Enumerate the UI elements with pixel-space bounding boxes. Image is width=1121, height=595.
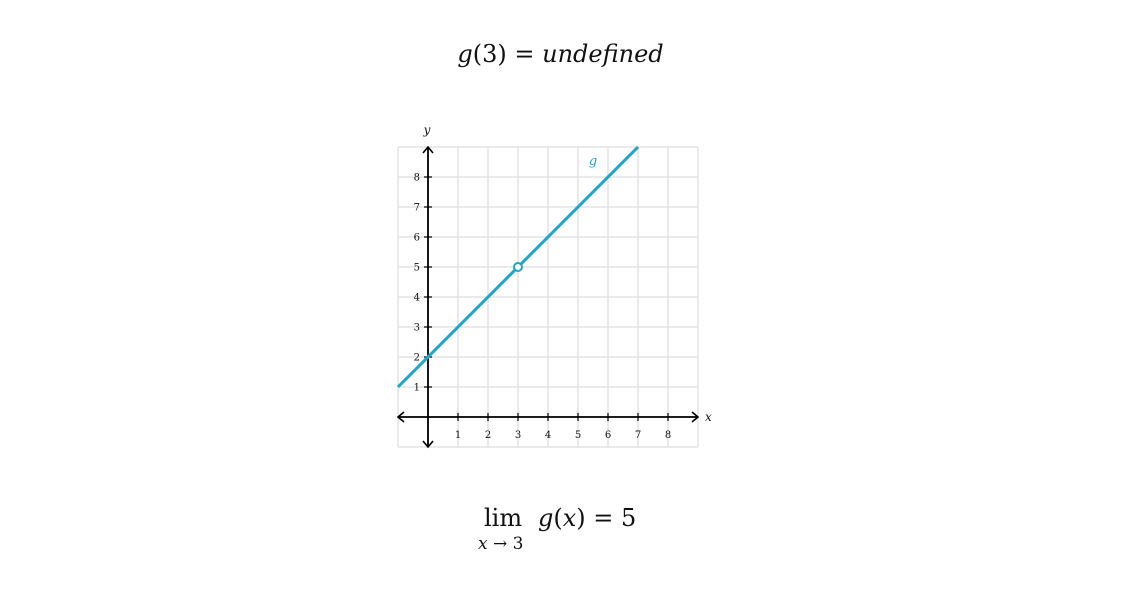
eq-bottom-value: 5: [621, 504, 637, 532]
x-tick-label: 7: [635, 430, 641, 441]
x-tick-label: 2: [485, 430, 491, 441]
eq-lim-subscript: x → 3: [478, 534, 523, 554]
eq-top-equals: =: [514, 40, 535, 68]
axes: xy: [396, 123, 712, 449]
y-tick-label: 2: [414, 353, 420, 364]
x-tick-label: 3: [515, 430, 521, 441]
eq-top-arg: 3: [482, 40, 498, 68]
x-tick-label: 6: [605, 430, 611, 441]
y-tick-label: 6: [414, 233, 420, 244]
x-tick-label: 1: [455, 430, 461, 441]
eq-top-value: undefined: [542, 40, 664, 68]
eq-lim: lim: [484, 504, 523, 532]
y-tick-label: 3: [414, 323, 420, 334]
grid: [397, 146, 699, 448]
series-label-g: g: [589, 154, 597, 169]
y-axis-arrow-up: [422, 145, 434, 154]
open-point: [513, 262, 523, 272]
y-axis-arrow-down: [422, 440, 434, 449]
x-tick-label: 5: [575, 430, 581, 441]
x-tick-label: 4: [545, 430, 551, 441]
y-tick-label: 4: [414, 293, 420, 304]
x-axis-label: x: [705, 410, 712, 424]
y-tick-label: 7: [414, 203, 420, 214]
y-tick-label: 8: [414, 173, 420, 184]
series: g: [396, 145, 640, 389]
y-axis-label: y: [423, 123, 431, 137]
x-tick-label: 8: [665, 430, 671, 441]
equation-function-value: g(3) = undefined: [457, 40, 664, 68]
x-axis-arrow-left: [396, 411, 405, 423]
eq-lim-expression: g(x) = 5: [538, 504, 637, 532]
x-axis-arrow-right: [691, 411, 700, 423]
y-tick-label: 5: [414, 263, 420, 274]
eq-bottom-arg: x: [562, 504, 577, 532]
eq-bottom-func: g: [538, 504, 554, 532]
y-tick-label: 1: [414, 383, 420, 394]
eq-lim-var: x: [478, 534, 488, 554]
eq-bottom-equals: =: [593, 504, 614, 532]
ticks: 1 2 3 4 5 6 7 8 1 2 3 4 5 6 7 8: [414, 173, 672, 442]
eq-top-func: g: [457, 40, 473, 68]
eq-lim-arrow: →: [493, 534, 508, 554]
eq-lim-approach: 3: [512, 534, 524, 554]
